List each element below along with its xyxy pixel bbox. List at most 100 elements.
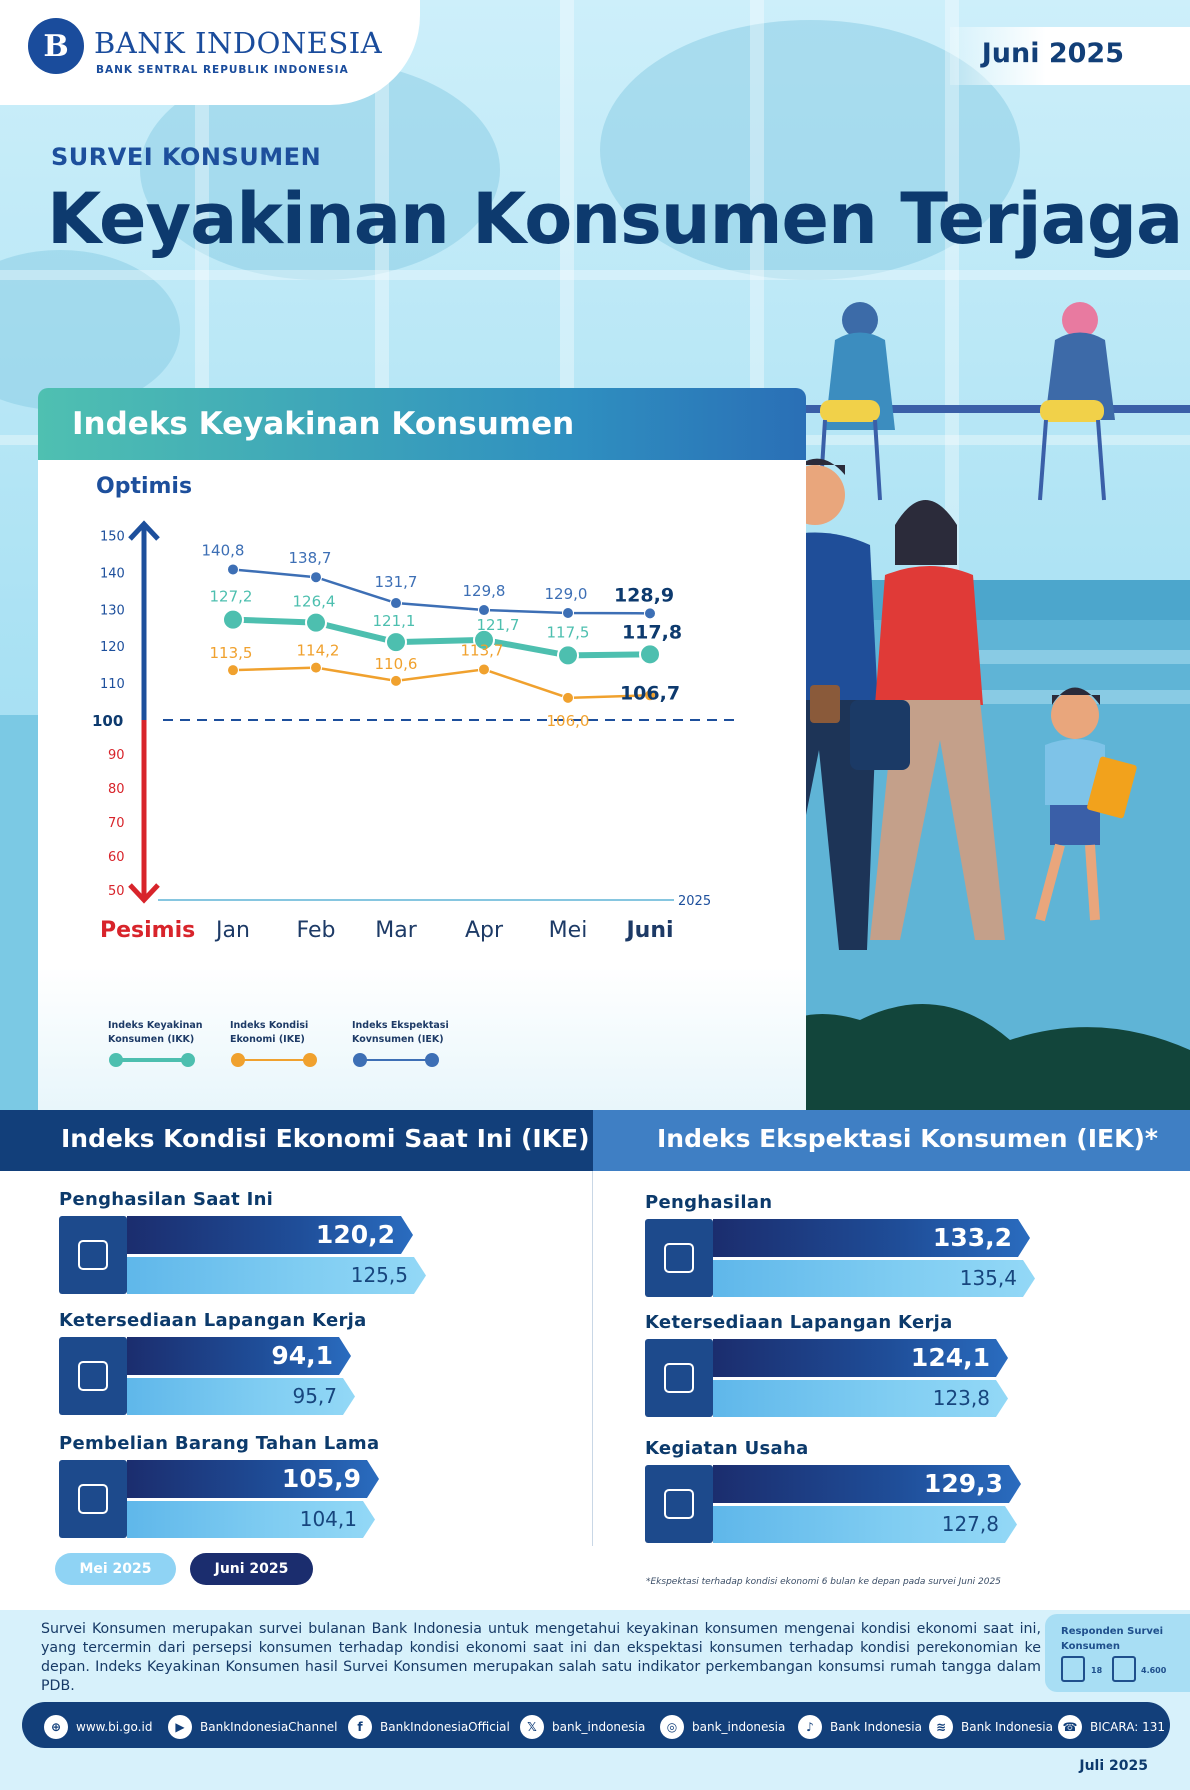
legend-marker [231,1053,245,1067]
value-juni-2025: 124,1 [910,1343,990,1372]
report-period: Juni 2025 [981,38,1124,69]
data-point [227,664,239,677]
data-label: 113,7 [461,641,504,659]
value-juni-2025: 94,1 [271,1341,333,1370]
iek-panel-title: Indeks Ekspektasi Konsumen (IEK)* [657,1124,1158,1153]
arrow-up-icon [128,520,160,541]
legend-label: Indeks Kondisi [230,1020,308,1031]
pesimis-label: Pesimis [100,918,195,943]
x-tick-label: Mar [375,918,417,943]
description-band [0,1610,1190,1790]
data-point [562,606,574,619]
metric-item: Ketersediaan Lapangan Kerja 94,1 95,7 [59,1310,619,1420]
data-label: 114,2 [297,642,340,660]
facebook-icon: f [348,1715,372,1739]
legend-label: Ekonomi (IKE) [230,1034,305,1045]
social-link-text: Bank Indonesia [961,1720,1053,1734]
legend-marker [109,1053,123,1067]
respondents-box [1045,1614,1190,1692]
social-link[interactable]: ⊕ www.bi.go.id [44,1715,152,1739]
metric-item: Ketersediaan Lapangan Kerja 124,1 123,8 [645,1312,1190,1422]
year-label: 2025 [678,894,711,909]
x-icon: 𝕏 [520,1715,544,1739]
social-link-text: BankIndonesiaChannel [200,1720,338,1734]
survey-description: Survei Konsumen merupakan survei bulanan… [41,1621,1041,1694]
value-juni-2025: 120,2 [315,1220,395,1249]
social-link[interactable]: ≋ Bank Indonesia [929,1715,1053,1739]
social-link-text: www.bi.go.id [76,1720,153,1734]
logo-subtitle: BANK SENTRAL REPUBLIK INDONESIA [96,64,349,76]
legend-marker [353,1053,367,1067]
money-hand-icon [59,1216,127,1294]
value-juni-2025: 129,3 [923,1469,1003,1498]
period-container [950,27,1190,85]
data-label: 117,8 [622,621,682,643]
data-point [227,563,239,576]
bar-mei-2025 [713,1506,1017,1543]
data-point [644,689,656,702]
metric-item: Penghasilan 133,2 135,4 [645,1192,1190,1302]
data-label: 113,5 [210,644,253,662]
bar-juni-2025 [713,1339,1008,1377]
data-point [478,604,490,617]
bar-mei-2025 [127,1257,426,1294]
metric-label: Kegiatan Usaha [645,1438,809,1459]
bar-juni-2025 [127,1337,351,1375]
data-label: 121,7 [477,616,520,634]
data-point [222,608,244,631]
y-tick-label: 120 [100,640,125,655]
shop-icon [645,1465,713,1543]
value-mei-2025: 95,7 [292,1384,337,1408]
value-mei-2025: 123,8 [932,1386,990,1410]
y-tick-label: 70 [108,816,125,831]
ikk-line-chart: Optimis Pesimis 100 2025 150 140 130 120 110 90 80… [92,474,738,1067]
logo-name: BANK INDONESIA [94,26,383,60]
y-tick-label: 140 [100,566,125,581]
refrigerator-icon [59,1460,127,1538]
respondents-title: Responden Survei Konsumen [1061,1626,1164,1652]
social-link-text: bank_indonesia [552,1720,646,1734]
social-link-text: BICARA: 131 [1090,1720,1165,1734]
panel-divider [592,1171,593,1546]
legend-label: Kovnsumen (IEK) [352,1034,444,1045]
data-label: 138,7 [289,549,332,567]
bank-indonesia-logo-icon[interactable]: B [28,18,84,74]
y-tick-label: 90 [108,748,125,763]
metric-label: Penghasilan Saat Ini [59,1189,274,1210]
chart-card: Indeks Keyakinan Konsumen Optimis Pesimis… [38,388,806,1110]
social-link[interactable]: ♪ Bank Indonesia [798,1715,922,1739]
x-tick-label: Mei [549,918,588,943]
window-frame [0,270,1190,280]
instagram-icon: ◎ [660,1715,684,1739]
social-media-bar [22,1702,1170,1748]
social-link[interactable]: ◎ bank_indonesia [660,1715,785,1739]
survey-eyebrow: SURVEI KONSUMEN [51,143,322,171]
social-link[interactable]: f BankIndonesiaOfficial [348,1715,510,1739]
legend-label: Indeks Keyakinan [108,1020,203,1031]
social-link[interactable]: ▶ BankIndonesiaChannel [168,1715,337,1739]
chart-body [38,460,806,1110]
bar-mei-2025 [713,1380,1008,1417]
respondents-households: 4.600 [1141,1666,1167,1675]
data-point [385,631,407,654]
data-label: 129,8 [463,582,506,600]
respondents-cities: 18 [1091,1666,1103,1675]
value-mei-2025: 135,4 [959,1266,1017,1290]
iek-panel-header: Indeks Ekspektasi Konsumen (IEK)* [593,1110,1190,1171]
value-mei-2025: 125,5 [350,1263,408,1287]
optimis-label: Optimis [96,474,192,499]
legend-mei-2025: Mei 2025 [55,1553,176,1585]
data-point [478,663,490,676]
social-link-text: BankIndonesiaOfficial [380,1720,510,1734]
metric-label: Pembelian Barang Tahan Lama [59,1433,380,1454]
y-tick-label: 150 [100,530,125,545]
value-mei-2025: 127,8 [941,1512,999,1536]
data-point [390,674,402,687]
bar-mei-2025 [127,1501,375,1538]
metric-item: Kegiatan Usaha 129,3 127,8 [645,1438,1190,1548]
social-link[interactable]: ☎ BICARA: 131 [1058,1715,1165,1739]
globe-icon: ⊕ [44,1715,68,1739]
page-title: Keyakinan Konsumen Terjaga [47,178,1183,260]
data-label: 106,0 [547,712,590,730]
